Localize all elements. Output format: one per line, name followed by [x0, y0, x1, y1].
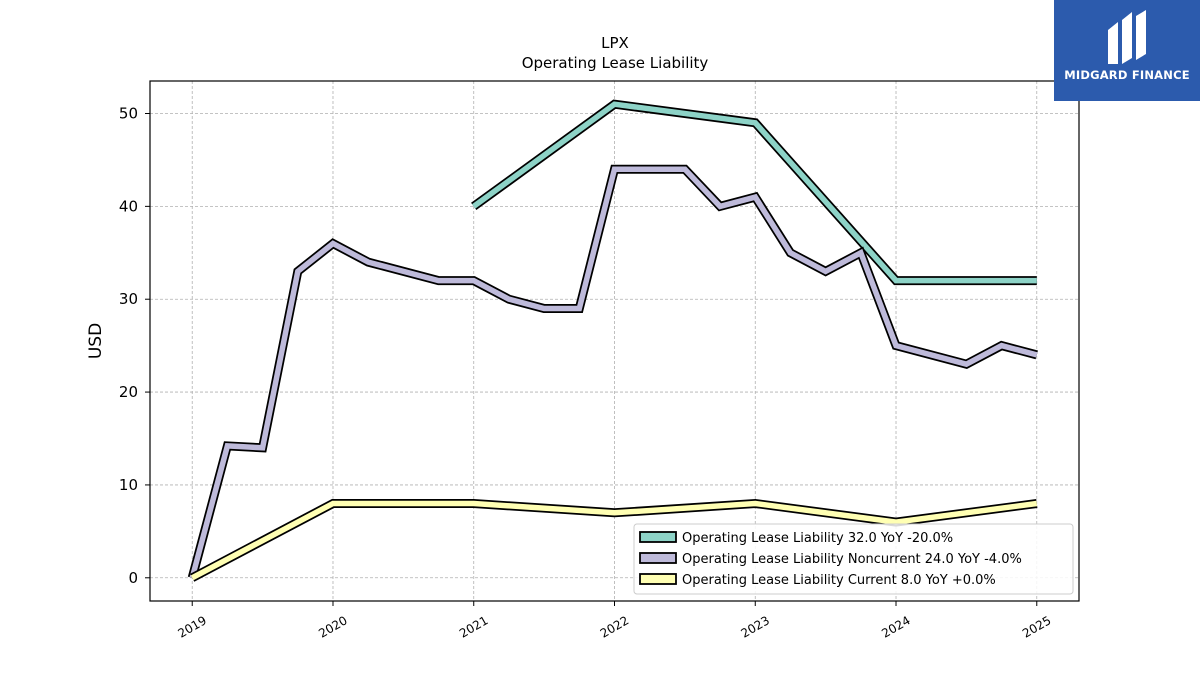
brand-logo: MIDGARD FINANCE: [1054, 0, 1200, 101]
y-tick-label: 20: [119, 383, 138, 401]
brand-name: MIDGARD FINANCE: [1064, 68, 1190, 82]
legend-label-1: Operating Lease Liability 32.0 YoY -20.0…: [682, 531, 953, 546]
legend-swatch-2: [639, 552, 677, 564]
logo-mark-icon: [1108, 10, 1146, 64]
legend-swatch-3: [639, 573, 677, 585]
legend: Operating Lease Liability 32.0 YoY -20.0…: [633, 523, 1074, 595]
x-tick-label: 2024: [879, 613, 912, 640]
x-tick-label: 2020: [316, 613, 349, 640]
x-tick-label: 2019: [176, 613, 209, 640]
y-tick-label: 40: [119, 197, 138, 215]
series-line-2: [189, 166, 1038, 579]
x-tick-label: 2022: [598, 613, 631, 640]
chart-title: LPX: [601, 34, 629, 52]
legend-box: [633, 523, 1074, 595]
x-tick-label: 2023: [739, 613, 772, 640]
series-line-1: [472, 101, 1037, 284]
y-tick-label: 50: [119, 105, 138, 123]
legend-swatch-1: [639, 531, 677, 543]
legend-label-2: Operating Lease Liability Noncurrent 24.…: [682, 552, 1022, 567]
chart-subtitle: Operating Lease Liability: [522, 54, 709, 72]
legend-label-3: Operating Lease Liability Current 8.0 Yo…: [682, 573, 996, 588]
x-tick-label: 2025: [1020, 613, 1053, 640]
series-layer: [187, 99, 1038, 582]
series-line-3: [190, 500, 1038, 581]
y-tick-label: 10: [119, 476, 138, 494]
y-tick-label: 30: [119, 290, 138, 308]
y-tick-label: 0: [128, 569, 138, 587]
x-tick-label: 2021: [457, 613, 490, 640]
y-axis-label: USD: [86, 323, 106, 359]
